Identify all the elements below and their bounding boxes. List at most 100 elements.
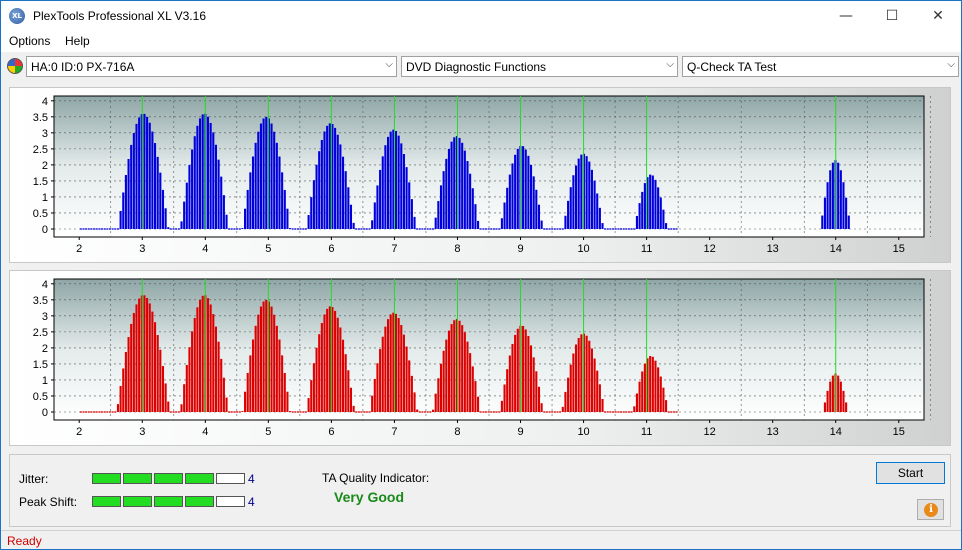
data-bar: [672, 228, 675, 230]
data-bar: [124, 175, 127, 229]
data-bar: [437, 201, 440, 229]
start-button[interactable]: Start: [876, 462, 945, 484]
data-bar: [85, 228, 88, 230]
data-bar: [625, 411, 628, 413]
data-bar: [199, 299, 202, 412]
meter-segment: [92, 496, 121, 507]
data-bar: [233, 411, 236, 413]
data-bar: [167, 401, 170, 412]
data-bar: [627, 228, 630, 230]
x-tick-label: 12: [704, 243, 716, 255]
data-bar: [638, 203, 641, 229]
data-bar: [617, 411, 620, 413]
x-tick-label: 11: [641, 243, 652, 255]
data-bar: [842, 182, 845, 229]
data-bar: [278, 156, 281, 229]
data-bar: [429, 228, 432, 230]
function-select[interactable]: DVD Diagnostic Functions ⌵: [401, 56, 678, 77]
test-select-value: Q-Check TA Test: [687, 60, 777, 74]
data-bar: [413, 392, 416, 412]
data-bar: [101, 228, 104, 230]
data-bar: [596, 193, 599, 229]
data-bar: [381, 336, 384, 412]
data-bar: [447, 148, 450, 229]
function-select-value: DVD Diagnostic Functions: [406, 60, 547, 74]
data-bar: [659, 197, 662, 229]
data-bar: [341, 156, 345, 229]
x-tick-label: 5: [265, 243, 271, 255]
data-bar: [135, 123, 138, 229]
data-bar: [545, 411, 548, 413]
test-select[interactable]: Q-Check TA Test ⌵: [682, 56, 959, 77]
jitter-chart-panel: 0 0.5 1 1.5 2 2.5 3 3.5 4 2 3 4 5 6 7 8 9 10 11 12 13 14 15: [9, 87, 951, 263]
data-bar: [535, 189, 538, 229]
data-bar: [445, 158, 448, 229]
data-bar: [426, 411, 429, 413]
data-bar: [469, 173, 472, 229]
data-bar: [312, 180, 315, 229]
data-bar: [450, 141, 453, 229]
data-bar: [230, 228, 233, 230]
data-bar: [643, 183, 646, 229]
data-bar: [220, 358, 223, 412]
data-bar: [400, 325, 403, 412]
x-tick-label: 7: [391, 426, 397, 438]
data-bar: [458, 320, 461, 412]
x-tick-label: 14: [830, 426, 842, 438]
data-bar: [363, 411, 366, 413]
data-bar: [657, 187, 660, 229]
data-bar: [537, 386, 541, 412]
data-bar: [262, 301, 265, 412]
info-button[interactable]: i: [917, 499, 944, 520]
data-bar: [320, 139, 323, 229]
menu-options[interactable]: Options: [9, 34, 51, 48]
close-button[interactable]: ✕: [932, 8, 944, 24]
data-bar: [101, 411, 104, 413]
data-bar: [532, 357, 535, 412]
data-bar: [617, 228, 620, 230]
drive-select[interactable]: HA:0 ID:0 PX-716A ⌵: [26, 56, 397, 77]
data-bar: [837, 375, 840, 412]
data-bar: [357, 411, 360, 413]
data-bar: [386, 136, 390, 229]
data-bar: [511, 163, 514, 229]
data-bar: [185, 182, 188, 229]
data-bar: [633, 228, 636, 230]
data-bar: [522, 325, 525, 412]
data-bar: [847, 215, 850, 229]
data-bar: [315, 164, 318, 229]
data-bar: [246, 372, 249, 412]
data-bar: [177, 228, 180, 230]
data-bar: [318, 334, 321, 412]
data-bar: [606, 228, 609, 230]
data-bar: [161, 189, 165, 229]
data-bar: [405, 346, 408, 412]
data-bar: [116, 228, 119, 230]
data-bar: [572, 353, 575, 412]
data-bar: [122, 368, 125, 412]
data-bar: [580, 334, 583, 412]
data-bar: [355, 228, 358, 230]
data-bar: [352, 222, 355, 229]
data-bar: [657, 367, 660, 412]
data-bar: [114, 228, 117, 230]
data-bar: [424, 228, 427, 230]
menu-help[interactable]: Help: [65, 34, 90, 48]
data-bar: [522, 146, 525, 229]
data-bar: [302, 411, 305, 413]
data-bar: [421, 411, 424, 413]
data-bar: [254, 142, 257, 229]
maximize-button[interactable]: ☐: [885, 8, 899, 24]
data-bar: [593, 180, 596, 229]
data-bar: [225, 397, 228, 412]
data-bar: [209, 304, 212, 412]
data-bar: [95, 411, 98, 413]
minimize-button[interactable]: —: [839, 8, 853, 24]
data-bar: [291, 228, 294, 230]
data-bar: [217, 341, 220, 412]
data-bar: [477, 220, 480, 229]
y-tick-label: 2: [42, 343, 48, 355]
data-bar: [196, 125, 199, 229]
data-bar: [103, 411, 106, 413]
